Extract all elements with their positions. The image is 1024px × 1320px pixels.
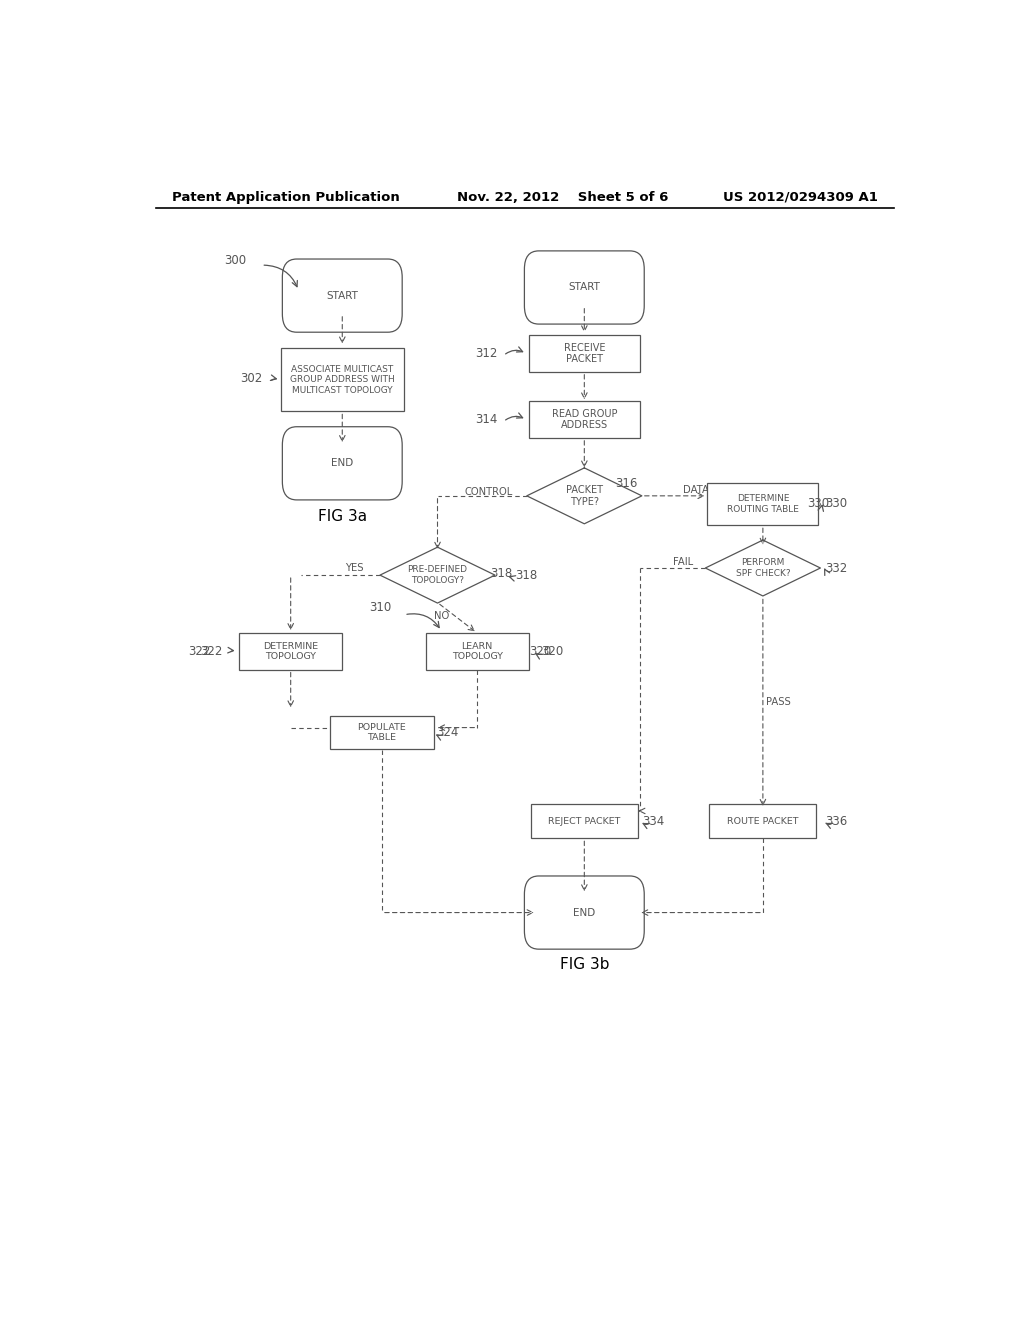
FancyBboxPatch shape: [426, 634, 528, 669]
Text: 324: 324: [436, 726, 459, 739]
Text: PERFORM
SPF CHECK?: PERFORM SPF CHECK?: [735, 558, 791, 578]
FancyBboxPatch shape: [530, 804, 638, 838]
Text: 330: 330: [824, 498, 847, 511]
Text: 322: 322: [200, 645, 222, 657]
Polygon shape: [380, 548, 495, 603]
FancyBboxPatch shape: [528, 335, 640, 372]
FancyBboxPatch shape: [708, 483, 818, 525]
Text: PRE-DEFINED
TOPOLOGY?: PRE-DEFINED TOPOLOGY?: [408, 565, 468, 585]
Text: PACKET
TYPE?: PACKET TYPE?: [566, 484, 603, 507]
Text: START: START: [568, 282, 600, 293]
Text: 320: 320: [528, 645, 551, 657]
Text: END: END: [331, 458, 353, 469]
Text: READ GROUP
ADDRESS: READ GROUP ADDRESS: [552, 409, 617, 430]
Text: POPULATE
TABLE: POPULATE TABLE: [357, 723, 407, 742]
Text: DATA: DATA: [683, 484, 710, 495]
FancyBboxPatch shape: [524, 876, 644, 949]
Polygon shape: [706, 540, 820, 595]
Text: 320: 320: [542, 645, 564, 657]
Text: NO: NO: [434, 611, 450, 620]
Text: 310: 310: [370, 601, 391, 614]
Text: 318: 318: [489, 566, 512, 579]
Text: START: START: [327, 290, 358, 301]
Text: FIG 3b: FIG 3b: [559, 957, 609, 972]
Text: RECEIVE
PACKET: RECEIVE PACKET: [563, 343, 605, 364]
Text: 318: 318: [515, 569, 538, 582]
Text: Patent Application Publication: Patent Application Publication: [172, 190, 399, 203]
Text: PASS: PASS: [766, 697, 792, 708]
FancyBboxPatch shape: [331, 715, 433, 750]
Text: LEARN
TOPOLOGY: LEARN TOPOLOGY: [452, 642, 503, 661]
Text: Nov. 22, 2012    Sheet 5 of 6: Nov. 22, 2012 Sheet 5 of 6: [458, 190, 669, 203]
Text: FAIL: FAIL: [674, 557, 693, 566]
Text: 302: 302: [240, 372, 262, 385]
Text: US 2012/0294309 A1: US 2012/0294309 A1: [723, 190, 878, 203]
Text: 330: 330: [807, 498, 829, 511]
Text: ASSOCIATE MULTICAST
GROUP ADDRESS WITH
MULTICAST TOPOLOGY: ASSOCIATE MULTICAST GROUP ADDRESS WITH M…: [290, 366, 394, 395]
FancyBboxPatch shape: [710, 804, 816, 838]
FancyBboxPatch shape: [283, 426, 402, 500]
FancyBboxPatch shape: [524, 251, 644, 325]
Text: END: END: [573, 908, 595, 917]
Text: REJECT PACKET: REJECT PACKET: [548, 817, 621, 825]
Text: 322: 322: [188, 645, 211, 657]
Text: DETERMINE
TOPOLOGY: DETERMINE TOPOLOGY: [263, 642, 318, 661]
FancyBboxPatch shape: [528, 401, 640, 438]
Text: 334: 334: [642, 814, 665, 828]
FancyBboxPatch shape: [281, 348, 403, 412]
Text: 300: 300: [224, 253, 246, 267]
Text: CONTROL: CONTROL: [465, 487, 513, 496]
Text: FIG 3a: FIG 3a: [317, 508, 367, 524]
Text: 314: 314: [475, 413, 498, 426]
Text: 312: 312: [475, 347, 498, 360]
FancyBboxPatch shape: [239, 634, 342, 669]
Polygon shape: [526, 467, 642, 524]
Text: ROUTE PACKET: ROUTE PACKET: [727, 817, 799, 825]
Text: DETERMINE
ROUTING TABLE: DETERMINE ROUTING TABLE: [727, 494, 799, 513]
Text: YES: YES: [345, 564, 364, 573]
Text: 336: 336: [824, 814, 847, 828]
Text: 332: 332: [824, 561, 847, 574]
Text: 316: 316: [615, 477, 638, 490]
FancyBboxPatch shape: [283, 259, 402, 333]
